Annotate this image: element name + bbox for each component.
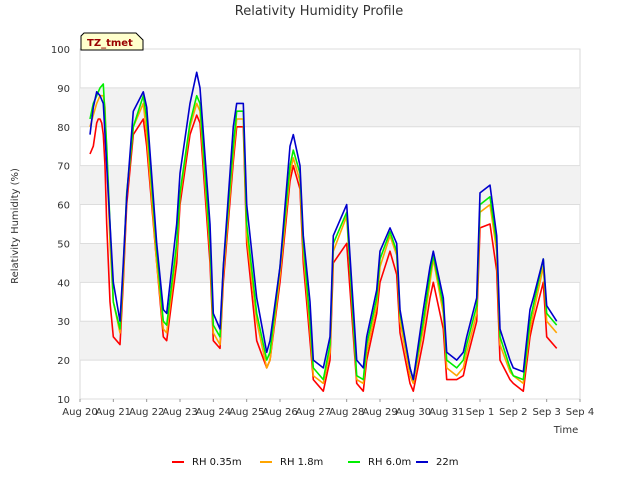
badge-label: TZ_tmet xyxy=(87,38,133,49)
x-tick-label: Aug 24 xyxy=(196,407,231,418)
grid-band xyxy=(80,87,580,127)
x-tick-label: Aug 30 xyxy=(396,407,431,418)
legend-label: 22m xyxy=(436,457,458,468)
x-tick-label: Aug 21 xyxy=(96,407,131,418)
y-tick-label: 30 xyxy=(57,317,70,328)
y-tick-label: 40 xyxy=(57,278,70,289)
legend-label: RH 6.0m xyxy=(368,457,411,468)
x-tick-label: Sep 4 xyxy=(566,407,594,418)
y-axis-label: Relativity Humidity (%) xyxy=(10,168,21,284)
x-tick-label: Aug 31 xyxy=(429,407,464,418)
y-tick-label: 90 xyxy=(57,84,70,95)
x-tick-label: Aug 26 xyxy=(262,407,297,418)
legend-label: RH 1.8m xyxy=(280,457,323,468)
y-axis-ticks: 10 20 30 40 50 60 70 80 90 100 xyxy=(51,45,70,406)
y-tick-label: 60 xyxy=(57,201,70,212)
x-tick-label: Aug 20 xyxy=(62,407,97,418)
x-tick-label: Aug 22 xyxy=(129,407,164,418)
y-tick-label: 20 xyxy=(57,356,70,367)
x-tick-label: Aug 23 xyxy=(162,407,197,418)
chart-title: Relativity Humidity Profile xyxy=(235,4,403,19)
grid-band xyxy=(80,165,580,205)
y-tick-label: 70 xyxy=(57,162,70,173)
legend-label: RH 0.35m xyxy=(192,457,242,468)
legend: RH 0.35m RH 1.8m RH 6.0m 22m xyxy=(172,457,458,468)
y-tick-label: 80 xyxy=(57,123,70,134)
x-axis-label: Time xyxy=(553,425,578,436)
x-tick-label: Aug 29 xyxy=(362,407,397,418)
y-tick-label: 100 xyxy=(51,45,70,56)
series-lines xyxy=(89,71,558,393)
x-tick-label: Aug 25 xyxy=(229,407,264,418)
tz-badge: TZ_tmet xyxy=(80,32,144,51)
x-tick-label: Sep 2 xyxy=(499,407,527,418)
x-tick-label: Aug 28 xyxy=(329,407,364,418)
x-tick-label: Aug 27 xyxy=(296,407,331,418)
x-tick-label: Sep 3 xyxy=(532,407,560,418)
y-tick-label: 10 xyxy=(57,395,70,406)
y-tick-label: 50 xyxy=(57,239,70,250)
x-tick-label: Sep 1 xyxy=(466,407,494,418)
series-line xyxy=(89,71,558,381)
